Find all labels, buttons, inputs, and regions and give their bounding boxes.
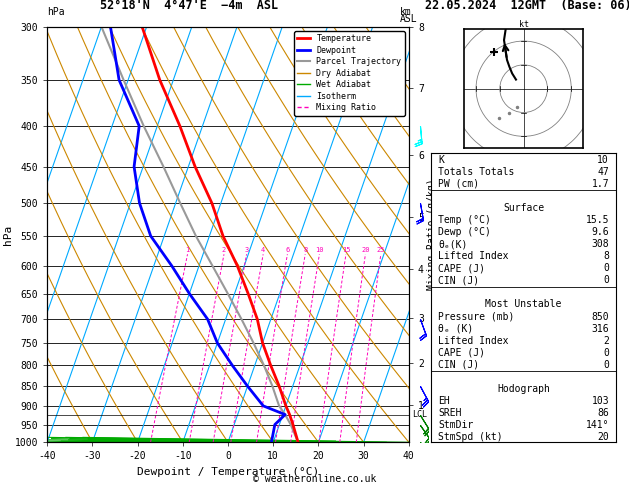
Text: CAPE (J): CAPE (J): [438, 347, 486, 358]
Text: StmSpd (kt): StmSpd (kt): [438, 432, 503, 442]
Text: ASL: ASL: [399, 14, 417, 24]
Text: Temp (°C): Temp (°C): [438, 215, 491, 225]
Legend: Temperature, Dewpoint, Parcel Trajectory, Dry Adiabat, Wet Adiabat, Isotherm, Mi: Temperature, Dewpoint, Parcel Trajectory…: [294, 31, 404, 116]
Text: EH: EH: [438, 396, 450, 406]
Text: θₑ (K): θₑ (K): [438, 324, 474, 333]
Text: 15.5: 15.5: [586, 215, 609, 225]
Text: 9.6: 9.6: [591, 227, 609, 237]
X-axis label: Dewpoint / Temperature (°C): Dewpoint / Temperature (°C): [137, 467, 319, 477]
Text: K: K: [438, 155, 444, 165]
Text: 2: 2: [222, 246, 226, 253]
Text: 4: 4: [261, 246, 265, 253]
Text: 20: 20: [361, 246, 370, 253]
Text: 141°: 141°: [586, 420, 609, 430]
Text: 1.7: 1.7: [591, 179, 609, 189]
Text: CIN (J): CIN (J): [438, 360, 479, 370]
Text: Hodograph: Hodograph: [497, 384, 550, 394]
Text: 8: 8: [303, 246, 308, 253]
Y-axis label: Mixing Ratio (g/kg): Mixing Ratio (g/kg): [426, 179, 437, 290]
Text: © weatheronline.co.uk: © weatheronline.co.uk: [253, 473, 376, 484]
Text: 8: 8: [603, 251, 609, 261]
Text: 0: 0: [603, 276, 609, 285]
Text: 1: 1: [186, 246, 189, 253]
Text: Dewp (°C): Dewp (°C): [438, 227, 491, 237]
Text: LCL: LCL: [413, 410, 428, 419]
Text: SREH: SREH: [438, 408, 462, 418]
Text: Surface: Surface: [503, 203, 544, 213]
Text: 20: 20: [598, 432, 609, 442]
Text: PW (cm): PW (cm): [438, 179, 479, 189]
Text: Lifted Index: Lifted Index: [438, 336, 509, 346]
Text: 2: 2: [603, 336, 609, 346]
Text: 86: 86: [598, 408, 609, 418]
Text: 0: 0: [603, 347, 609, 358]
Text: 6: 6: [286, 246, 289, 253]
Text: hPa: hPa: [47, 7, 65, 17]
Text: 15: 15: [342, 246, 350, 253]
Text: 850: 850: [591, 312, 609, 322]
Text: 3: 3: [245, 246, 248, 253]
Y-axis label: hPa: hPa: [3, 225, 13, 244]
Title: kt: kt: [519, 20, 528, 29]
Text: 0: 0: [603, 360, 609, 370]
Text: 103: 103: [591, 396, 609, 406]
Text: 52°18'N  4°47'E  −4m  ASL: 52°18'N 4°47'E −4m ASL: [99, 0, 278, 12]
Text: Most Unstable: Most Unstable: [486, 299, 562, 310]
Text: 308: 308: [591, 239, 609, 249]
Text: 316: 316: [591, 324, 609, 333]
Text: 47: 47: [598, 167, 609, 177]
Text: 0: 0: [603, 263, 609, 273]
Text: StmDir: StmDir: [438, 420, 474, 430]
Text: θₑ(K): θₑ(K): [438, 239, 468, 249]
Text: km: km: [399, 7, 411, 17]
Text: 25: 25: [377, 246, 385, 253]
Text: 22.05.2024  12GMT  (Base: 06): 22.05.2024 12GMT (Base: 06): [425, 0, 629, 12]
Text: Totals Totals: Totals Totals: [438, 167, 515, 177]
Text: Lifted Index: Lifted Index: [438, 251, 509, 261]
Text: CAPE (J): CAPE (J): [438, 263, 486, 273]
Text: CIN (J): CIN (J): [438, 276, 479, 285]
Text: Pressure (mb): Pressure (mb): [438, 312, 515, 322]
Text: 10: 10: [598, 155, 609, 165]
Text: 10: 10: [315, 246, 324, 253]
